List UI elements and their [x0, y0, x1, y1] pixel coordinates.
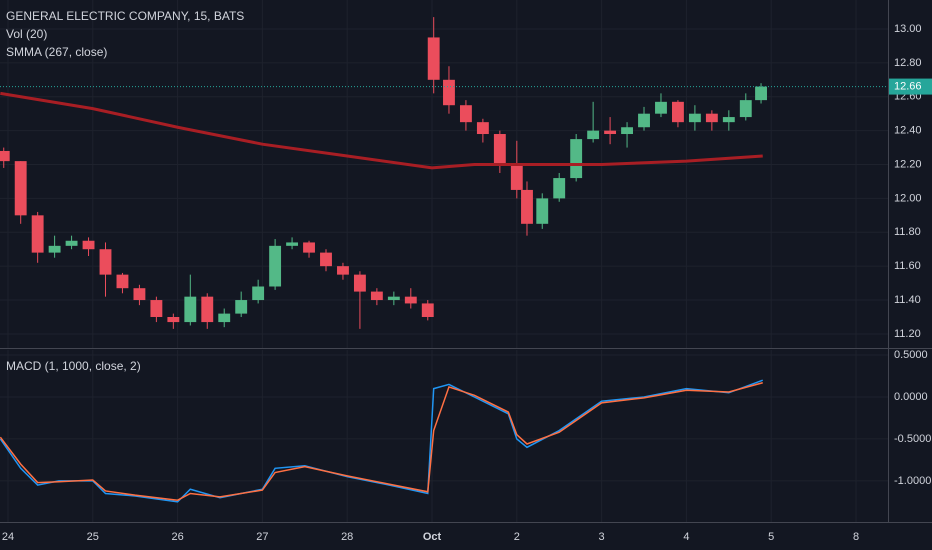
candle-body	[621, 127, 633, 135]
x-tick-label: 26	[171, 531, 183, 543]
candle-body	[286, 242, 299, 246]
candle-body	[638, 113, 650, 128]
line-series	[0, 91, 763, 170]
candle-body	[184, 296, 197, 323]
x-tick-label: 2	[514, 531, 520, 543]
y-tick-label: 11.40	[894, 294, 921, 306]
candle-body	[48, 245, 61, 253]
legend-entry: Vol (20)	[6, 27, 47, 41]
candle-body	[201, 296, 214, 323]
marks	[0, 17, 888, 503]
y-tick-label: 12.00	[894, 192, 922, 204]
candle-body	[493, 134, 506, 165]
candle-body	[553, 178, 566, 199]
candle-body	[252, 286, 265, 301]
y-tick-label: 11.60	[894, 260, 921, 272]
candle-body	[421, 303, 434, 317]
candle-body	[65, 240, 78, 246]
last-price-box	[889, 78, 932, 95]
candle-body	[269, 245, 282, 287]
x-tick-label: 24	[2, 531, 14, 543]
x-tick-label: 4	[683, 531, 689, 543]
candle-body	[303, 242, 315, 253]
candle-body	[337, 266, 349, 275]
candle-body	[755, 86, 767, 101]
y-tick-label: 13.00	[894, 23, 922, 35]
candle-body	[116, 274, 129, 289]
candle-body	[570, 139, 583, 179]
candle-body	[150, 300, 163, 317]
y-tick-label: -1.0000	[894, 475, 931, 487]
x-tick-label: Oct	[423, 531, 442, 543]
candle-body	[739, 100, 752, 118]
legend-entry: SMMA (267, close)	[6, 45, 107, 59]
candle-body	[387, 296, 400, 301]
x-tick-label: 5	[768, 531, 774, 543]
y-tick-label: 0.5000	[894, 349, 928, 361]
candle-body	[218, 313, 231, 323]
chart-title: GENERAL ELECTRIC COMPANY, 15, BATS	[6, 9, 244, 23]
candle-body	[133, 288, 146, 301]
candle-body	[235, 300, 248, 314]
candle-body	[510, 164, 523, 190]
candle-body	[688, 113, 701, 123]
y-tick-label: -0.5000	[894, 433, 931, 445]
candle-body	[672, 101, 684, 123]
x-tick-label: 8	[853, 531, 859, 543]
y-tick-label: 11.80	[894, 226, 921, 238]
candle-body	[705, 113, 718, 123]
candle-body	[459, 105, 472, 123]
y-tick-label: 12.20	[894, 158, 922, 170]
pane-title: MACD (1, 1000, close, 2)	[6, 359, 141, 373]
candle-body	[655, 101, 667, 114]
candle-body	[353, 274, 366, 292]
candle-body	[404, 296, 417, 304]
candle-body	[99, 249, 112, 275]
line-series	[0, 379, 764, 503]
y-tick-label: 11.20	[894, 328, 921, 340]
candle-body	[167, 316, 180, 323]
x-tick-label: 27	[256, 531, 268, 543]
candle-body	[722, 117, 735, 123]
candle-body	[320, 252, 332, 267]
x-tick-label: 25	[87, 531, 99, 543]
candle-body	[587, 130, 600, 140]
candle-body	[521, 189, 533, 224]
candle-body	[82, 240, 95, 250]
candle-body	[536, 198, 549, 224]
x-tick-label: 3	[599, 531, 605, 543]
y-tick-label: 12.80	[894, 57, 922, 69]
x-tick-label: 28	[341, 531, 353, 543]
line-series	[0, 381, 763, 501]
candle-body	[370, 291, 383, 301]
candle-body	[443, 79, 455, 106]
candle-body	[31, 215, 44, 253]
labels: GENERAL ELECTRIC COMPANY, 15, BATS Vol (…	[2, 9, 932, 543]
candle-body	[604, 130, 617, 135]
candle-body	[0, 150, 10, 162]
candle-body	[427, 37, 440, 80]
candle-body	[14, 161, 27, 216]
last-price-label: 12.66	[894, 80, 922, 92]
y-tick-label: 0.0000	[894, 391, 928, 403]
candle-body	[476, 122, 489, 135]
y-tick-label: 12.40	[894, 125, 922, 137]
